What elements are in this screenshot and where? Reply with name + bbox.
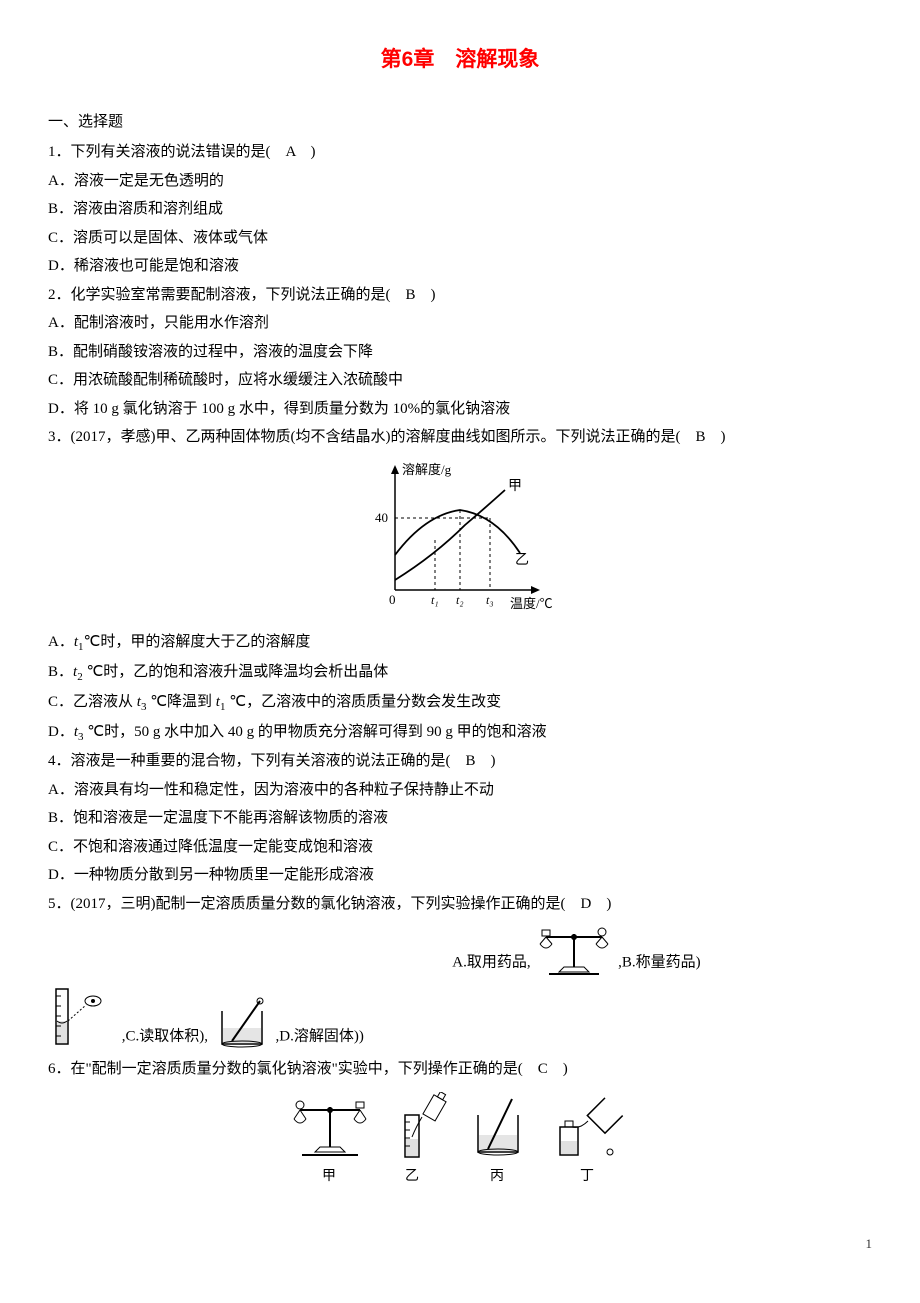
q1-c: C．溶质可以是固体、液体或气体 — [48, 224, 872, 253]
t3: t₃ — [486, 593, 494, 607]
t1: t₁ — [431, 593, 439, 607]
q5-ld: ,D.溶解固体)) — [276, 1029, 364, 1045]
balance-icon — [534, 922, 614, 977]
q2-b: B．配制硝酸铵溶液的过程中，溶液的温度会下降 — [48, 338, 872, 367]
section-heading: 一、选择题 — [48, 108, 872, 137]
xlabel: 温度/℃ — [510, 596, 553, 611]
ylabel: 溶解度/g — [402, 462, 452, 477]
q2-c: C．用浓硫酸配制稀硫酸时，应将水缓缓注入浓硫酸中 — [48, 366, 872, 395]
q3-b: B．t2 ℃时，乙的饱和溶液升温或降温均会析出晶体 — [48, 658, 872, 688]
q5-stem: 5．(2017，三明)配制一定溶质质量分数的氯化钠溶液，下列实验操作正确的是( … — [48, 890, 872, 919]
q4-stem: 4．溶液是一种重要的混合物，下列有关溶液的说法正确的是( B ) — [48, 747, 872, 776]
q3-d: D．t3 ℃时，50 g 水中加入 40 g 的甲物质充分溶解可得到 90 g … — [48, 718, 872, 748]
q3-c: C．乙溶液从 t3 ℃降温到 t1 ℃，乙溶液中的溶质质量分数会发生改变 — [48, 688, 872, 718]
q6-l2: 丙 — [490, 1169, 504, 1184]
page-number: 1 — [48, 1232, 872, 1257]
ytick40: 40 — [375, 510, 388, 525]
q2-stem: 2．化学实验室常需要配制溶液，下列说法正确的是( B ) — [48, 281, 872, 310]
cylinder-read-icon — [48, 981, 118, 1051]
t2: t₂ — [456, 593, 464, 607]
q5-row1: A.取用药品, ,B.称量药品) — [48, 922, 872, 977]
q6-l1: 乙 — [405, 1168, 419, 1184]
q1-a: A．溶液一定是无色透明的 — [48, 167, 872, 196]
q6-l0: 甲 — [322, 1169, 336, 1184]
q4-b: B．饱和溶液是一定温度下不能再溶解该物质的溶液 — [48, 804, 872, 833]
q3-stem: 3．(2017，孝感)甲、乙两种固体物质(均不含结晶水)的溶解度曲线如图所示。下… — [48, 423, 872, 452]
q4-c: C．不饱和溶液通过降低温度一定能变成饱和溶液 — [48, 833, 872, 862]
origin: 0 — [389, 592, 396, 607]
q6-figures: 甲 乙 丙 丁 — [48, 1092, 872, 1192]
q2-a: A．配制溶液时，只能用水作溶剂 — [48, 309, 872, 338]
q4-d: D．一种物质分散到另一种物质里一定能形成溶液 — [48, 861, 872, 890]
q6-l3: 丁 — [580, 1169, 594, 1184]
chapter-title: 第6章 溶解现象 — [48, 40, 872, 80]
q5-lc: ,C.读取体积) — [122, 1029, 205, 1045]
jia-label: 甲 — [508, 479, 522, 494]
q5-la: A.取用药品 — [452, 955, 527, 971]
q5-row2: ,C.读取体积), ,D.溶解固体)) — [48, 981, 872, 1051]
dissolve-icon — [212, 996, 272, 1051]
q1-d: D．稀溶液也可能是饱和溶液 — [48, 252, 872, 281]
q1-stem: 1．下列有关溶液的说法错误的是( A ) — [48, 138, 872, 167]
q2-d: D．将 10 g 氯化钠溶于 100 g 水中，得到质量分数为 10%的氯化钠溶… — [48, 395, 872, 424]
q3-chart: 溶解度/g 温度/℃ 0 40 t₁ t₂ t₃ 甲 乙 — [48, 460, 872, 620]
q1-b: B．溶液由溶质和溶剂组成 — [48, 195, 872, 224]
q3-a: A．t1℃时，甲的溶解度大于乙的溶解度 — [48, 628, 872, 658]
yi-label: 乙 — [515, 552, 529, 568]
q6-stem: 6．在"配制一定溶质质量分数的氯化钠溶液"实验中，下列操作正确的是( C ) — [48, 1055, 872, 1084]
q5-lb: ,B.称量药品) — [618, 955, 701, 971]
q4-a: A．溶液具有均一性和稳定性，因为溶液中的各种粒子保持静止不动 — [48, 776, 872, 805]
